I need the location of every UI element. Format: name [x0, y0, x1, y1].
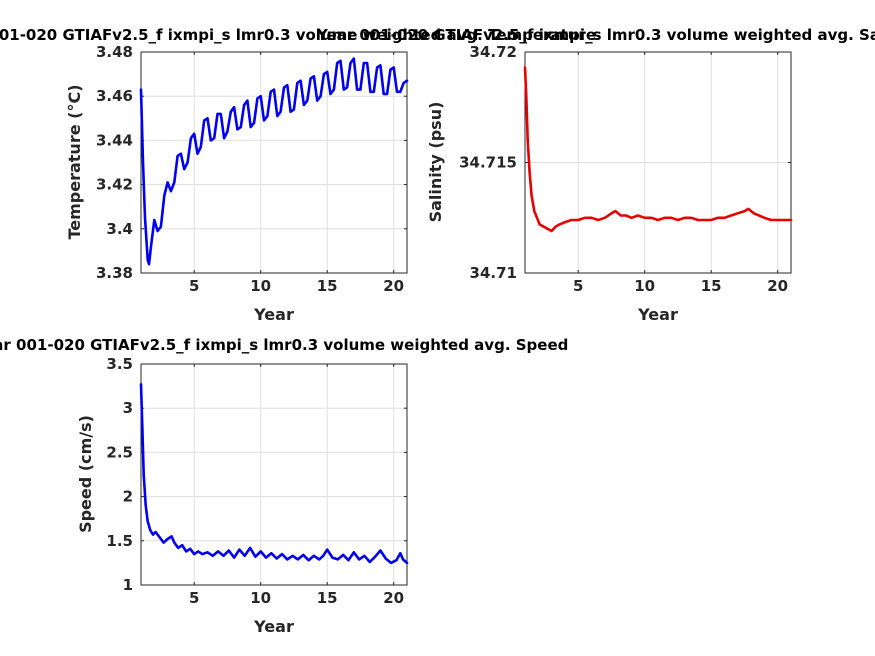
salinity-y-tick-label: 34.72	[470, 43, 517, 61]
speed-x-tick-label: 20	[383, 589, 404, 607]
speed-x-tick-label: 10	[250, 589, 271, 607]
speed-y-tick-label: 3.5	[106, 355, 133, 373]
speed-chart-title: Year 001-020 GTIAFv2.5_f ixmpi_s lmr0.3 …	[0, 336, 568, 354]
temperature-x-tick-label: 20	[383, 277, 404, 295]
salinity-series-line	[523, 66, 793, 233]
temperature-chart-title: Year 001-020 GTIAFv2.5_f ixmpi_s lmr0.3 …	[0, 26, 596, 44]
speed-plot-frame	[140, 363, 408, 586]
salinity-x-axis-label: Year	[637, 305, 678, 324]
speed-y-tick-label: 1	[123, 576, 133, 594]
temperature-plot-frame	[140, 51, 408, 274]
temperature-y-tick-label: 3.42	[96, 176, 133, 194]
temperature-series-line	[139, 57, 409, 266]
speed-y-tick-label: 1.5	[106, 532, 133, 550]
temperature-x-tick-label: 10	[250, 277, 271, 295]
salinity-chart-title: Year 001-020 GTIAFv2.5_f ixmpi_s lmr0.3 …	[316, 26, 875, 44]
salinity-y-tick-label: 34.715	[459, 154, 517, 172]
speed-x-tick-label: 5	[189, 589, 199, 607]
temperature-x-tick-label: 5	[189, 277, 199, 295]
temperature-y-tick-label: 3.44	[96, 131, 133, 149]
temperature-y-tick-label: 3.48	[96, 43, 133, 61]
speed-chart: Year 001-020 GTIAFv2.5_f ixmpi_s lmr0.3 …	[0, 336, 568, 636]
speed-y-tick-label: 2.5	[106, 443, 133, 461]
temperature-x-tick-label: 15	[317, 277, 338, 295]
speed-x-tick-label: 15	[317, 589, 338, 607]
speed-y-tick-label: 2	[123, 488, 133, 506]
salinity-y-axis-label: Salinity (psu)	[426, 102, 445, 223]
salinity-x-tick-label: 5	[573, 277, 583, 295]
speed-series-line	[139, 382, 409, 565]
salinity-x-tick-label: 10	[634, 277, 655, 295]
temperature-y-tick-label: 3.4	[106, 220, 133, 238]
temperature-y-tick-label: 3.38	[96, 264, 133, 282]
salinity-x-tick-label: 20	[767, 277, 788, 295]
salinity-chart: Year 001-020 GTIAFv2.5_f ixmpi_s lmr0.3 …	[316, 26, 875, 324]
salinity-x-tick-label: 15	[701, 277, 722, 295]
temperature-x-axis-label: Year	[253, 305, 294, 324]
speed-y-tick-label: 3	[123, 399, 133, 417]
speed-y-axis-label: Speed (cm/s)	[76, 415, 95, 533]
temperature-y-axis-label: Temperature (°C)	[65, 84, 84, 239]
speed-x-axis-label: Year	[253, 617, 294, 636]
temperature-y-tick-label: 3.46	[96, 87, 133, 105]
temperature-chart: Year 001-020 GTIAFv2.5_f ixmpi_s lmr0.3 …	[0, 26, 596, 324]
salinity-y-tick-label: 34.71	[470, 264, 517, 282]
